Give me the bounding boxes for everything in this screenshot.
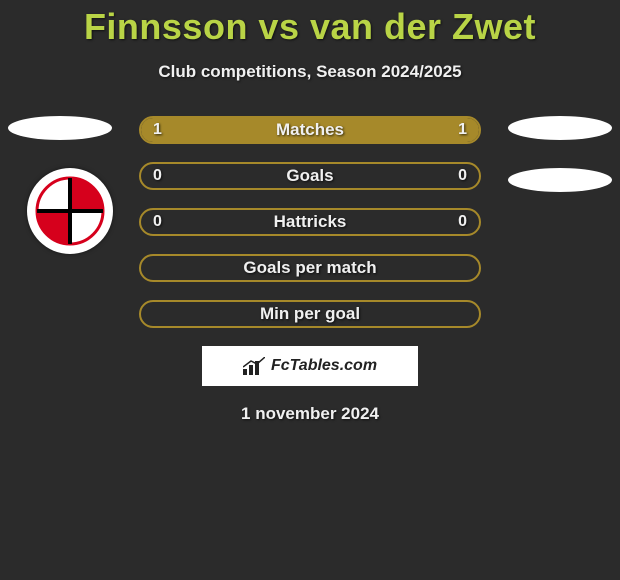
stat-bar: 0Goals0 [139,162,481,190]
right-ellipse-2 [508,168,612,192]
stat-label: Min per goal [141,304,479,324]
stat-right-value: 0 [458,167,467,185]
compare-area: F C 1Matches10Goals00Hattricks0Goals per… [0,116,620,424]
stat-label: Goals [141,166,479,186]
svg-text:C: C [75,219,86,235]
club-crest-icon: F C [35,176,105,246]
stat-bar: Min per goal [139,300,481,328]
datestamp: 1 november 2024 [0,404,620,424]
stat-bar: 0Hattricks0 [139,208,481,236]
stat-right-value: 0 [458,213,467,231]
stat-bars: 1Matches10Goals00Hattricks0Goals per mat… [139,116,481,328]
watermark: FcTables.com [202,346,418,386]
stat-right-value: 1 [458,121,467,139]
stat-label: Goals per match [141,258,479,278]
left-ellipse-1 [8,116,112,140]
stat-bar: Goals per match [139,254,481,282]
stat-label: Hattricks [141,212,479,232]
svg-text:F: F [57,187,66,203]
watermark-text: FcTables.com [271,357,377,375]
comparison-title: Finnsson vs van der Zwet [0,0,620,48]
stat-bar: 1Matches1 [139,116,481,144]
right-ellipse-1 [508,116,612,140]
stat-label: Matches [141,120,479,140]
comparison-subtitle: Club competitions, Season 2024/2025 [0,62,620,82]
left-club-badge: F C [27,168,113,254]
bars-chart-icon [243,357,265,375]
